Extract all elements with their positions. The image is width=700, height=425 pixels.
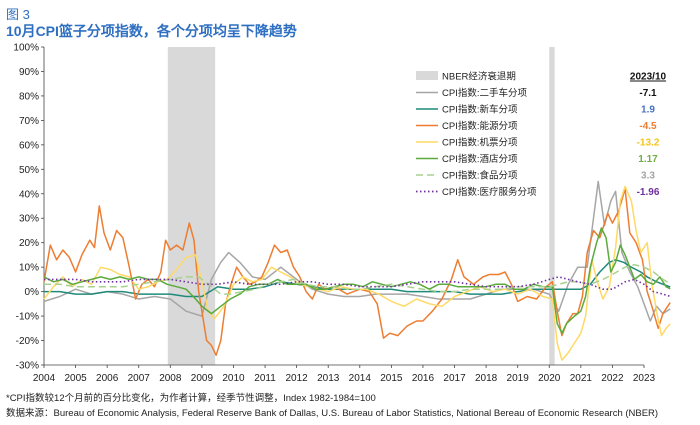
figure-label: 图 3 (6, 7, 30, 22)
x-tick-label: 2016 (412, 373, 435, 384)
x-tick-label: 2019 (507, 373, 530, 384)
y-tick-label: 80% (19, 91, 39, 102)
y-tick-label: 90% (19, 67, 39, 78)
table-value: -13.2 (637, 138, 660, 149)
y-tick-label: 50% (19, 165, 39, 176)
y-tick-label: -30% (16, 361, 39, 372)
series-line (44, 259, 671, 298)
legend: NBER经济衰退期 CPI指数:二手车分项 CPI指数:新车分项 CPI指数:能源分项… (416, 71, 537, 198)
legend-label: CPI指数:食品分项 (442, 170, 518, 182)
recession-band (167, 47, 216, 365)
x-tick-label: 2022 (601, 373, 624, 384)
y-tick-label: 0% (25, 287, 40, 298)
legend-label: CPI指数:二手车分项 (442, 87, 527, 99)
x-tick-label: 2004 (33, 373, 56, 384)
series-line (43, 180, 671, 322)
legend-label: CPI指数:医疗服务分项 (442, 186, 537, 198)
x-tick-label: 2006 (96, 373, 119, 384)
table-value: 1.9 (641, 105, 655, 116)
y-tick-label: -10% (16, 312, 39, 323)
axes: -30% -20% -10% 0% 10% 20% 30% 40% 50% 60% 70% 80% 90… (13, 43, 655, 385)
table-value: 3.3 (641, 171, 655, 182)
recession-band (549, 47, 555, 365)
x-tick-label: 2012 (286, 373, 309, 384)
legend-label: CPI指数:机票分项 (442, 137, 518, 149)
legend-label: CPI指数:酒店分项 (442, 153, 518, 165)
recession-bands (167, 47, 555, 365)
y-tick-label: -20% (16, 336, 39, 347)
series-line (44, 276, 671, 298)
y-tick-label: 70% (19, 116, 39, 127)
x-tick-label: 2013 (317, 373, 340, 384)
y-tick-label: 20% (19, 238, 39, 249)
x-tick-label: 2014 (349, 373, 372, 384)
legend-label: CPI指数:新车分项 (442, 104, 518, 116)
series-lines (43, 180, 671, 361)
x-tick-label: 2007 (128, 373, 151, 384)
y-tick-label: 60% (19, 140, 39, 151)
x-tick-label: 2005 (64, 373, 87, 384)
y-tick-label: 30% (19, 214, 39, 225)
figure-title: 10月CPI篮子分项指数，各个分项均呈下降趋势 (6, 23, 297, 39)
legend-swatch (416, 71, 438, 80)
x-tick-label: 2011 (254, 373, 276, 384)
x-tick-label: 2017 (443, 373, 466, 384)
legend-label: CPI指数:能源分项 (442, 120, 518, 132)
y-tick-label: 100% (13, 43, 39, 54)
x-tick-label: 2010 (222, 373, 245, 384)
x-tick-label: 2009 (191, 373, 214, 384)
series-line (43, 227, 671, 334)
x-tick-label: 2020 (538, 373, 561, 384)
series-line (43, 185, 671, 361)
table-value: -4.5 (639, 121, 657, 132)
value-table: 2023/10 -7.1 1.9 -4.5 -13.2 1.17 3.3 -1.96 (630, 72, 667, 199)
x-tick-label: 2021 (570, 373, 593, 384)
x-tick-label: 2023 (633, 373, 656, 384)
table-value: -1.96 (637, 187, 660, 198)
table-value: -7.1 (639, 88, 657, 99)
table-header: 2023/10 (630, 72, 667, 83)
x-tick-label: 2008 (159, 373, 182, 384)
x-tick-label: 2015 (380, 373, 403, 384)
y-tick-label: 10% (19, 263, 39, 274)
x-tick-label: 2018 (475, 373, 498, 384)
footnote: *CPI指数较12个月前的百分比变化，为作者计算，经季节性调整，Index 19… (6, 393, 376, 404)
series-line (43, 188, 671, 356)
y-tick-label: 40% (19, 189, 39, 200)
legend-label: NBER经济衰退期 (442, 71, 516, 83)
table-value: 1.17 (638, 154, 658, 165)
source-note: 数据来源：Bureau of Economic Analysis, Federa… (6, 408, 659, 419)
